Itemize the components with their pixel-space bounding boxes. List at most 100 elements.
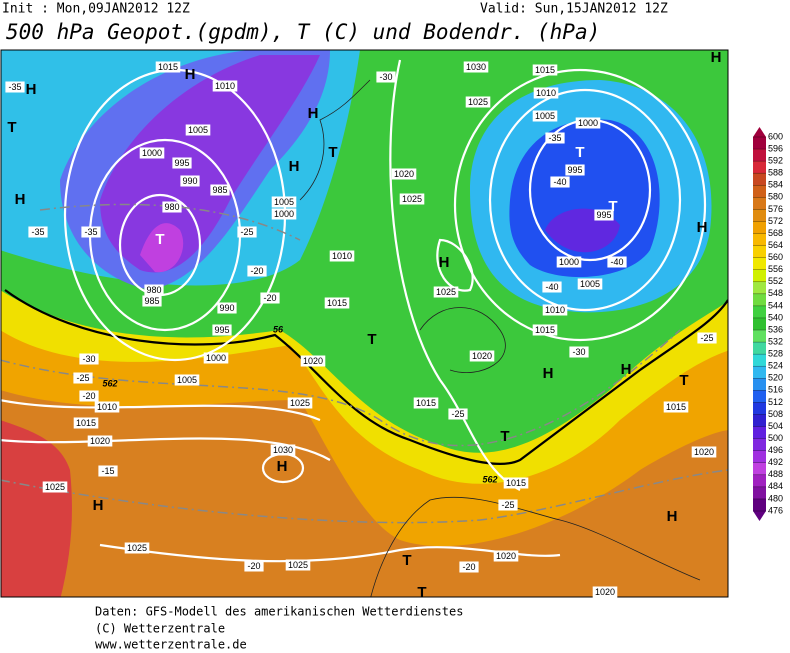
- colorbar-segment: [753, 414, 766, 427]
- colorbar-segment: [753, 378, 766, 391]
- pressure-center: H: [93, 497, 104, 514]
- colorbar-segment: [753, 486, 766, 500]
- pressure-center: T: [402, 552, 411, 569]
- isobar-label-box: [212, 80, 238, 92]
- colorbar-segment: [753, 137, 766, 150]
- isobar-label-box: [532, 324, 558, 336]
- isobar-label-box: [433, 286, 459, 298]
- temperature-label: -20: [247, 561, 260, 571]
- pressure-center: H: [15, 191, 26, 208]
- pressure-center: T: [575, 144, 584, 161]
- colorbar-label: 532: [768, 336, 783, 346]
- isobar-label-box: [271, 196, 297, 208]
- colorbar-label: 520: [768, 373, 783, 383]
- pressure-center: T: [328, 144, 337, 161]
- colorbar-label: 480: [768, 493, 783, 503]
- temperature-label-box: [79, 353, 99, 365]
- isobar-label: 980: [146, 285, 161, 295]
- pressure-center: H: [621, 361, 632, 378]
- temperature-label-box: [550, 176, 570, 188]
- isobar-label: 1000: [274, 209, 294, 219]
- colorbar-label: 548: [768, 288, 783, 298]
- isobar-label: 995: [174, 158, 189, 168]
- map-title: 500 hPa Geopot.(gpdm), T (C) und Bodendr…: [6, 20, 600, 44]
- colorbar-label: 600: [768, 131, 783, 141]
- pressure-center: T: [155, 231, 164, 248]
- isobar-label: 1005: [188, 125, 208, 135]
- isobar-label-box: [329, 250, 355, 262]
- colorbar-label: 500: [768, 433, 783, 443]
- isobar-label-box: [124, 542, 150, 554]
- isobar-label: 1020: [303, 356, 323, 366]
- colorbar-label: 540: [768, 312, 783, 322]
- isobar-label: 1010: [536, 88, 556, 98]
- isobar-label-box: [691, 446, 717, 458]
- valid-time: Valid: Sun,15JAN2012 12Z: [480, 2, 668, 17]
- isobar-label-box: [503, 477, 529, 489]
- pressure-center: H: [289, 158, 300, 175]
- temperature-label: -35: [548, 133, 561, 143]
- isobar-label: 1030: [466, 62, 486, 72]
- isobar-label-box: [270, 444, 296, 456]
- colorbar-segment: [753, 317, 766, 331]
- isobar-label: 990: [219, 303, 234, 313]
- pressure-center: H: [667, 508, 678, 525]
- footer-line: www.wetterzentrale.de: [95, 638, 247, 650]
- isobar-label: 1005: [177, 375, 197, 385]
- isobar-label: 1025: [402, 194, 422, 204]
- colorbar-segment: [753, 305, 766, 319]
- isobar-label: 1025: [436, 287, 456, 297]
- temperature-label: -35: [31, 227, 44, 237]
- height-label: 562: [102, 378, 117, 388]
- isobar-label: 1020: [496, 551, 516, 561]
- init-time: Init : Mon,09JAN2012 12Z: [2, 2, 190, 17]
- colorbar-label: 496: [768, 445, 783, 455]
- isobar-label: 1020: [472, 351, 492, 361]
- isobar-label: 1020: [694, 447, 714, 457]
- colorbar-label: 516: [768, 385, 783, 395]
- isobar-label: 1005: [274, 197, 294, 207]
- colorbar-segment: [753, 474, 766, 488]
- isobar-label: 1015: [535, 325, 555, 335]
- colorbar-segment: [753, 269, 766, 283]
- isobar-label: 1015: [416, 398, 436, 408]
- colorbar-segment: [753, 209, 766, 222]
- map-frame: [0, 49, 729, 598]
- colorbar-segment: [753, 366, 766, 379]
- temperature-label-box: [448, 408, 468, 420]
- temperature-label-box: [376, 71, 396, 83]
- isobar-label: 1005: [535, 111, 555, 121]
- colorbar: 600 596 592 588 584 580 576 572 568 564 560 556 552 5…: [753, 127, 783, 521]
- colorbar-label: 544: [768, 300, 783, 310]
- colorbar-segment: [753, 450, 766, 464]
- colorbar-segment: [753, 161, 766, 174]
- isobar-label: 1025: [290, 398, 310, 408]
- colorbar-segment: [753, 390, 766, 403]
- isobar-label: 1000: [206, 353, 226, 363]
- colorbar-label: 572: [768, 216, 783, 226]
- colorbar-label: 488: [768, 469, 783, 479]
- isobar-label: 1015: [76, 418, 96, 428]
- isobar-label-box: [180, 175, 200, 187]
- temperature-label-box: [697, 332, 717, 344]
- temperature-label-box: [607, 256, 627, 268]
- isobar-label-box: [413, 397, 439, 409]
- isobar-label: 1025: [288, 560, 308, 570]
- isobar-label: 1010: [545, 305, 565, 315]
- isobar-label-box: [556, 256, 582, 268]
- isobar-label: 985: [212, 185, 227, 195]
- isobar-label: 995: [567, 165, 582, 175]
- pressure-center: T: [500, 428, 509, 445]
- pressure-center: H: [277, 458, 288, 475]
- colorbar-label: 592: [768, 156, 783, 166]
- colorbar-segment: [753, 257, 766, 271]
- isobar-label-box: [300, 355, 326, 367]
- footer-line: (C) Wetterzentrale: [95, 622, 225, 636]
- colorbar-segment: [753, 293, 766, 307]
- isobar-label: 1015: [327, 298, 347, 308]
- temperature-label-box: [545, 132, 565, 144]
- colorbar-segment: [753, 498, 766, 512]
- colorbar-segment: [753, 354, 766, 367]
- temperature-label: -40: [553, 177, 566, 187]
- footer-line: Daten: GFS-Modell des amerikanischen Wet…: [95, 605, 463, 619]
